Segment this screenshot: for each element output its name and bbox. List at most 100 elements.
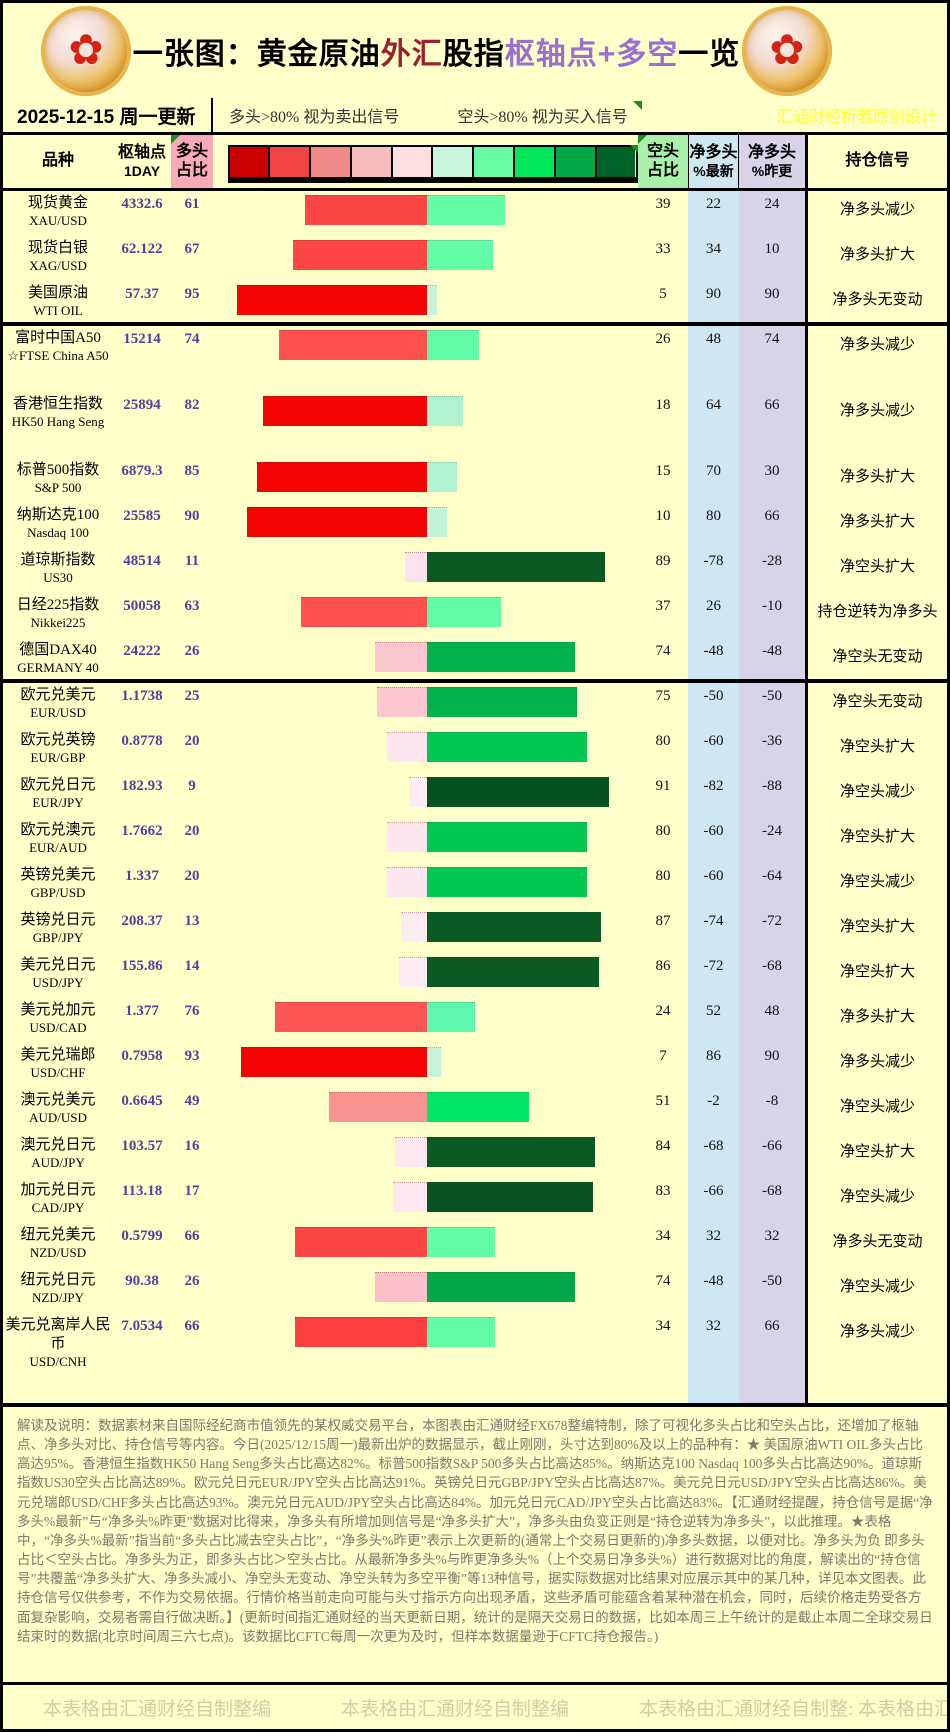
instrument-name: 加元兑日元 (20, 1182, 96, 1198)
table-row: 加元兑日元 CAD/JPY 113.18 17 83 -66 -68 净空头减少 (3, 1178, 947, 1223)
net-long-prev: 32 (739, 1223, 805, 1268)
instrument-name-cell: 美元兑日元 USD/JPY (3, 953, 113, 998)
long-percent: 85 (184, 463, 200, 479)
short-percent: 84 (655, 1138, 671, 1154)
position-signal: 净多头减少 (805, 326, 947, 392)
bar-zone (213, 818, 638, 863)
bar-zone (213, 863, 638, 908)
long-bar (401, 912, 427, 942)
col-header-variety: 品种 (41, 152, 74, 170)
bar-zone (213, 683, 638, 728)
instrument-name: 富时中国A50 (15, 330, 101, 346)
instrument-name: 英镑兑美元 (20, 867, 96, 883)
bar-zone (213, 326, 638, 392)
pivot-value: 7.0534 (121, 1318, 163, 1334)
scale-block (474, 147, 516, 177)
short-percent: 37 (655, 598, 671, 614)
position-signal: 持仓逆转为净多头 (805, 593, 947, 638)
instrument-ticker: WTI OIL (33, 302, 83, 318)
long-bar (257, 462, 427, 492)
long-short-bars (213, 1137, 638, 1167)
long-short-bars (213, 957, 638, 987)
long-bar (295, 1317, 427, 1347)
long-percent: 93 (184, 1048, 200, 1064)
net-long-latest: 70 (688, 458, 739, 503)
long-bar (279, 330, 427, 360)
short-bar (427, 912, 601, 942)
instrument-ticker: HK50 Hang Seng (11, 413, 105, 429)
net-long-latest: 32 (688, 1313, 739, 1379)
long-bar (405, 552, 427, 582)
position-signal: 净多头无变动 (805, 1223, 947, 1268)
long-bar (409, 777, 427, 807)
bar-zone (213, 728, 638, 773)
short-percent: 5 (659, 286, 667, 302)
short-bar (427, 1272, 575, 1302)
instrument-name: 澳元兑日元 (20, 1137, 96, 1153)
table-row: 富时中国A50 ☆FTSE China A50 15214 74 26 48 7… (3, 326, 947, 392)
net-long-latest: 80 (688, 503, 739, 548)
short-bar (427, 597, 501, 627)
pivot-value: 90.38 (125, 1273, 159, 1289)
instrument-name-cell: 纳斯达克100 Nasdaq 100 (3, 503, 113, 548)
instrument-name: 纳斯达克100 (16, 507, 100, 523)
instrument-name: 道琼斯指数 (20, 552, 96, 568)
instrument-name: 英镑兑日元 (20, 912, 96, 928)
net-long-latest: -60 (688, 728, 739, 773)
flower-icon: ✿ (68, 27, 104, 74)
table-row: 德国DAX40 GERMANY 40 24222 26 74 -48 -48 净… (3, 638, 947, 683)
pivot-value: 50058 (123, 598, 161, 614)
instrument-ticker: AUD/USD (29, 1109, 87, 1125)
short-percent: 80 (655, 733, 671, 749)
short-bar (427, 1137, 595, 1167)
instrument-ticker: GBP/USD (30, 884, 86, 900)
pivot-value: 57.37 (125, 286, 159, 302)
position-signal: 净空头扩大 (805, 728, 947, 773)
table-row: 欧元兑日元 EUR/JPY 182.93 9 91 -82 -88 净空头减少 (3, 773, 947, 818)
table-row: 纳斯达克100 Nasdaq 100 25585 90 10 80 66 净多头… (3, 503, 947, 548)
net-long-prev: -24 (739, 818, 805, 863)
net-long-prev: -10 (739, 593, 805, 638)
pivot-value: 1.377 (125, 1003, 159, 1019)
short-percent: 74 (655, 1273, 671, 1289)
short-percent: 75 (655, 688, 671, 704)
bar-zone (213, 503, 638, 548)
instrument-name: 标普500指数 (16, 462, 100, 478)
pivot-value: 62.122 (121, 241, 163, 257)
long-percent: 26 (184, 1273, 200, 1289)
bar-zone (213, 998, 638, 1043)
long-bar (295, 1227, 427, 1257)
instrument-name-cell: 美元兑瑞郎 USD/CHF (3, 1043, 113, 1088)
legend-long-signal: 多头>80% 视为卖出信号 (229, 109, 400, 126)
scale-block (515, 147, 556, 177)
flower-icon: ✿ (769, 27, 805, 74)
net-long-prev: -50 (739, 683, 805, 728)
instrument-name-cell: 日经225指数 Nikkei225 (3, 593, 113, 638)
position-signal: 净多头减少 (805, 392, 947, 458)
pivot-value: 25894 (123, 397, 161, 413)
pivot-value: 155.86 (121, 958, 163, 974)
net-long-latest: 52 (688, 998, 739, 1043)
table-row: 美元兑离岸人民币 USD/CNH 7.0534 66 34 32 66 净多头减… (3, 1313, 947, 1379)
long-short-bars (213, 1317, 638, 1347)
instrument-ticker: ☆FTSE China A50 (7, 347, 109, 363)
net-long-prev: 10 (739, 236, 805, 281)
long-short-bars (213, 285, 638, 315)
bar-zone (213, 1268, 638, 1313)
net-long-latest: 64 (688, 392, 739, 458)
instrument-name: 日经225指数 (16, 597, 100, 613)
net-long-latest: 34 (688, 236, 739, 281)
col-header-short-line1: 空头 (646, 143, 679, 161)
short-percent: 89 (655, 553, 671, 569)
col-header-net-prev-line1: 净多头 (747, 144, 796, 162)
long-percent: 16 (184, 1138, 200, 1154)
pivot-value: 0.5799 (121, 1228, 163, 1244)
short-percent: 7 (659, 1048, 667, 1064)
net-long-latest: 86 (688, 1043, 739, 1088)
instrument-name: 欧元兑日元 (20, 777, 96, 793)
long-percent: 20 (184, 868, 200, 884)
long-bar (237, 285, 427, 315)
long-percent: 76 (184, 1003, 200, 1019)
net-long-latest: -66 (688, 1178, 739, 1223)
short-bar (427, 642, 575, 672)
